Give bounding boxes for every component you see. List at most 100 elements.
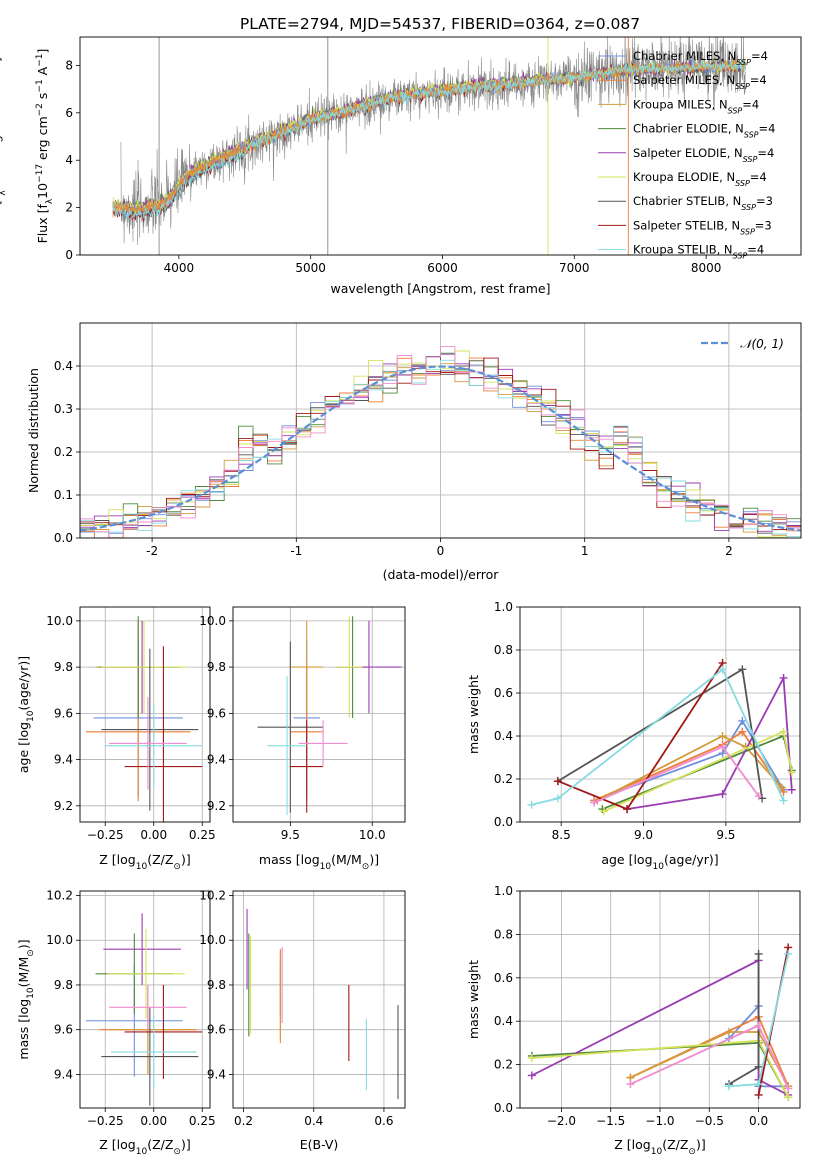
- axes-frame: [79, 890, 211, 1109]
- y-axis-label: mass weight: [466, 960, 481, 1039]
- plot-area-mass-vs-ebv: [233, 891, 405, 1108]
- model-line: [112, 59, 746, 220]
- plot-area-age-vs-mass: [233, 607, 405, 822]
- x-axis-label: Z [log10(Z/Z⊙)]: [99, 1137, 190, 1157]
- weight-marker: [553, 794, 562, 803]
- weight-marker: [725, 1082, 734, 1091]
- model-line: [112, 60, 746, 211]
- panel-mass-vs-Z: −0.25 0.00 0.25 9.4 9.6 9.8 10.0 10.2 Z [log10(Z…: [16, 888, 216, 1157]
- y-tick-label: 10.0: [199, 614, 226, 628]
- x-tick-label: 5000: [295, 261, 326, 275]
- x-tick-label: −0.5: [695, 1114, 724, 1128]
- plot-area-spectrum: [112, 37, 746, 255]
- x-axis-label: E(B-V): [300, 1137, 339, 1152]
- y-tick-label: 0.2: [494, 1058, 513, 1072]
- x-tick-label: 8000: [691, 261, 722, 275]
- y-tick-label: 9.4: [54, 753, 73, 767]
- x-tick-label: 0.00: [140, 828, 167, 842]
- x-tick-label: 10.0: [359, 828, 386, 842]
- weight-marker: [779, 727, 788, 736]
- x-tick-label: 6000: [427, 261, 458, 275]
- y-tick-label: 10.0: [46, 933, 73, 947]
- x-tick-label: 8.5: [552, 828, 571, 842]
- x-tick-label: 0.6: [374, 1114, 393, 1128]
- y-tick-label: 9.2: [54, 799, 73, 813]
- weight-line: [593, 730, 785, 802]
- x-tick-label: -2: [146, 544, 158, 558]
- axes-frame: [519, 606, 801, 823]
- x-tick-label: 0.00: [140, 1114, 167, 1128]
- legend: Chabrier MILES, NSSP=4 Salpeter MILES, NS…: [598, 49, 775, 260]
- histogram: [80, 359, 801, 538]
- x-tick-label: 7000: [559, 261, 590, 275]
- axes-frame: [519, 890, 801, 1109]
- weight-line: [596, 734, 783, 802]
- legend-label: Chabrier ELODIE, NSSP=4: [633, 122, 775, 140]
- figure-title: PLATE=2794, MJD=54537, FIBERID=0364, z=0…: [240, 15, 640, 33]
- data-spectrum: [120, 37, 746, 246]
- weight-marker: [784, 1093, 793, 1102]
- legend-label: Chabrier MILES, NSSP=4: [633, 49, 768, 67]
- legend-label: Salpeter STELIB, NSSP=3: [633, 218, 772, 236]
- legend-label: Kroupa ELODIE, NSSP=4: [633, 170, 767, 188]
- y-tick-label: 1.0: [494, 884, 513, 898]
- legend: 𝒩(0, 1): [701, 337, 784, 351]
- x-tick-label: 2: [725, 544, 733, 558]
- y-axis-label: Flux [fλ10-17 erg cm-2 s-1 A-1]: [0, 57, 8, 235]
- weight-marker: [718, 742, 727, 751]
- y-tick-label: 9.8: [207, 978, 226, 992]
- legend-label: Salpeter MILES, NSSP=4: [633, 73, 767, 91]
- y-tick-label: 0.6: [494, 971, 513, 985]
- weight-marker: [754, 1080, 763, 1089]
- y-axis-label: Flux [fλ10−17 erg cm−2 s−1 A−1]: [35, 49, 55, 244]
- legend-label: Kroupa STELIB, NSSP=4: [633, 243, 764, 261]
- plot-area-residuals: [80, 323, 801, 538]
- axes-frame: [79, 606, 211, 823]
- y-tick-label: 0.8: [494, 643, 513, 657]
- y-tick-label: 6: [65, 106, 73, 120]
- x-tick-label: 9.5: [716, 828, 735, 842]
- y-tick-label: 9.4: [207, 1067, 226, 1081]
- weight-marker: [718, 732, 727, 740]
- weight-marker: [527, 800, 536, 809]
- plot-area-weight-vs-Z: [520, 891, 800, 1108]
- weight-marker: [590, 798, 599, 807]
- x-tick-label: 0.2: [234, 1114, 253, 1128]
- histogram: [80, 346, 801, 538]
- weight-marker: [738, 727, 747, 736]
- y-tick-label: 0.3: [54, 402, 73, 416]
- panel-residuals: -2 -1 0 1 2 0.0 0.1 0.2 0.3 0.4 (data-model)/error…: [26, 322, 802, 582]
- x-tick-label: −0.25: [87, 1114, 124, 1128]
- weight-marker: [779, 673, 788, 682]
- weight-line: [531, 667, 785, 806]
- y-tick-label: 9.2: [207, 799, 226, 813]
- weight-marker: [527, 1054, 536, 1063]
- y-tick-label: 10.2: [46, 888, 73, 902]
- y-tick-label: 0.2: [54, 445, 73, 459]
- weight-marker: [754, 1062, 763, 1071]
- weight-marker: [738, 665, 747, 674]
- x-tick-label: 0.25: [189, 1114, 216, 1128]
- y-tick-label: 9.6: [207, 1023, 226, 1037]
- y-tick-label: 9.6: [54, 1023, 73, 1037]
- y-tick-label: 0.0: [494, 815, 513, 829]
- y-tick-label: 0.6: [494, 686, 513, 700]
- legend-label: Salpeter ELODIE, NSSP=4: [633, 146, 774, 164]
- weight-marker: [754, 949, 763, 958]
- weight-marker: [553, 777, 562, 786]
- weight-marker: [718, 790, 727, 799]
- y-tick-label: 9.8: [207, 660, 226, 674]
- y-tick-label: 0.0: [494, 1101, 513, 1115]
- x-tick-label: −1.0: [645, 1114, 674, 1128]
- weight-marker: [626, 1080, 635, 1089]
- panel-mass-vs-ebv: 0.2 0.4 0.6 9.4 9.6 9.8 10.0 10.2 E(B-V): [199, 888, 406, 1152]
- plot-area-mass-vs-Z: [80, 891, 210, 1108]
- x-axis-label: Z [log10(Z/Z⊙)]: [614, 1137, 705, 1157]
- x-axis-label: mass [log10(M/M⊙)]: [259, 852, 379, 872]
- y-axis-label: age [log10(age/yr)]: [16, 656, 36, 773]
- x-tick-label: 0.25: [189, 828, 216, 842]
- weight-marker: [787, 768, 796, 777]
- y-tick-label: 0.4: [54, 359, 73, 373]
- panel-age-vs-Z: −0.25 0.00 0.25 9.2 9.4 9.6 9.8 10.0 Z [log10(Z/…: [16, 606, 216, 872]
